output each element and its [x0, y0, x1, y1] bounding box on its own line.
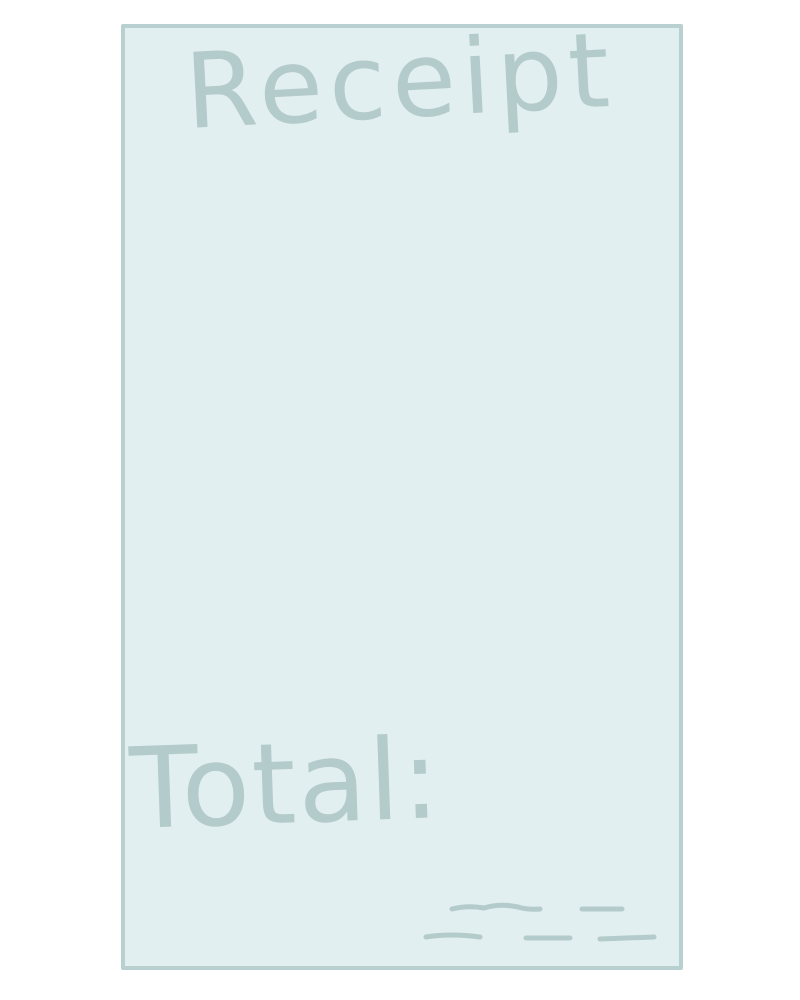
- receipt-title: Receipt: [182, 8, 619, 153]
- receipt-paper: [121, 24, 683, 970]
- signature-scribble: [423, 902, 657, 942]
- total-label: Total:: [127, 714, 444, 855]
